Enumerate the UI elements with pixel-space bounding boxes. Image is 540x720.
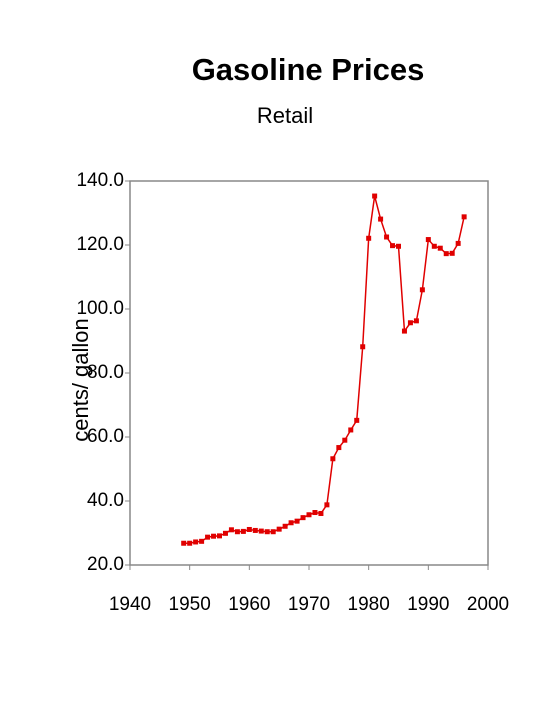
point-marker: [234, 529, 240, 535]
point-marker: [366, 235, 372, 241]
point-marker: [282, 523, 288, 529]
point-marker: [461, 214, 467, 220]
x-tick-label: 1950: [169, 594, 211, 615]
point-marker: [378, 216, 384, 222]
x-tick-label: 1940: [109, 594, 151, 615]
chart-subtitle: Retail: [257, 103, 313, 128]
point-marker: [246, 526, 252, 532]
point-marker: [396, 243, 401, 249]
point-marker: [401, 328, 407, 334]
point-marker: [330, 456, 336, 462]
point-marker: [228, 527, 234, 533]
point-marker: [342, 437, 348, 443]
plot-frame: [129, 180, 489, 566]
point-marker: [443, 251, 449, 257]
point-marker: [288, 520, 294, 526]
y-tick-label: 140.0: [76, 170, 124, 191]
point-marker: [270, 529, 276, 535]
point-marker: [336, 445, 342, 451]
point-marker: [390, 243, 396, 249]
point-marker: [384, 234, 390, 240]
x-tick-label: 1990: [407, 594, 449, 615]
point-marker: [258, 528, 264, 534]
x-tick-label: 2000: [467, 594, 509, 615]
point-marker: [437, 245, 443, 251]
point-marker: [294, 518, 300, 524]
point-marker: [300, 515, 306, 521]
x-tick-label: 1970: [288, 594, 330, 615]
point-marker: [449, 250, 455, 256]
point-marker: [181, 540, 187, 546]
y-tick-label: 100.0: [76, 298, 124, 319]
point-marker: [372, 193, 378, 199]
x-tick-label: 1960: [228, 594, 270, 615]
point-marker: [318, 510, 324, 516]
y-tick-label: 20.0: [87, 554, 124, 575]
y-tick-label: 120.0: [76, 234, 124, 255]
point-marker: [354, 417, 360, 423]
point-marker: [312, 510, 318, 516]
point-marker: [431, 243, 437, 249]
y-axis-title: cents/ gallon: [68, 318, 93, 442]
point-marker: [425, 237, 431, 243]
point-marker: [187, 540, 193, 546]
point-marker: [407, 320, 413, 326]
point-marker: [324, 502, 330, 508]
point-marker: [193, 539, 199, 545]
y-tick-label: 60.0: [87, 426, 124, 447]
x-tick-label: 1980: [348, 594, 390, 615]
point-marker: [264, 529, 270, 535]
y-tick-label: 80.0: [87, 362, 124, 383]
point-marker: [240, 528, 246, 534]
point-marker: [360, 344, 366, 350]
y-tick-label: 40.0: [87, 490, 124, 511]
point-marker: [348, 427, 354, 433]
point-marker: [217, 533, 222, 539]
price-line: [183, 195, 465, 544]
point-marker: [413, 318, 419, 324]
point-marker: [205, 534, 211, 540]
point-marker: [222, 530, 228, 536]
point-marker: [419, 287, 425, 293]
point-marker: [306, 512, 312, 518]
point-marker: [455, 240, 461, 246]
point-marker: [199, 538, 205, 544]
point-marker: [211, 533, 217, 539]
point-marker: [252, 527, 258, 533]
point-marker: [276, 526, 282, 532]
chart-title: Gasoline Prices: [192, 52, 425, 87]
